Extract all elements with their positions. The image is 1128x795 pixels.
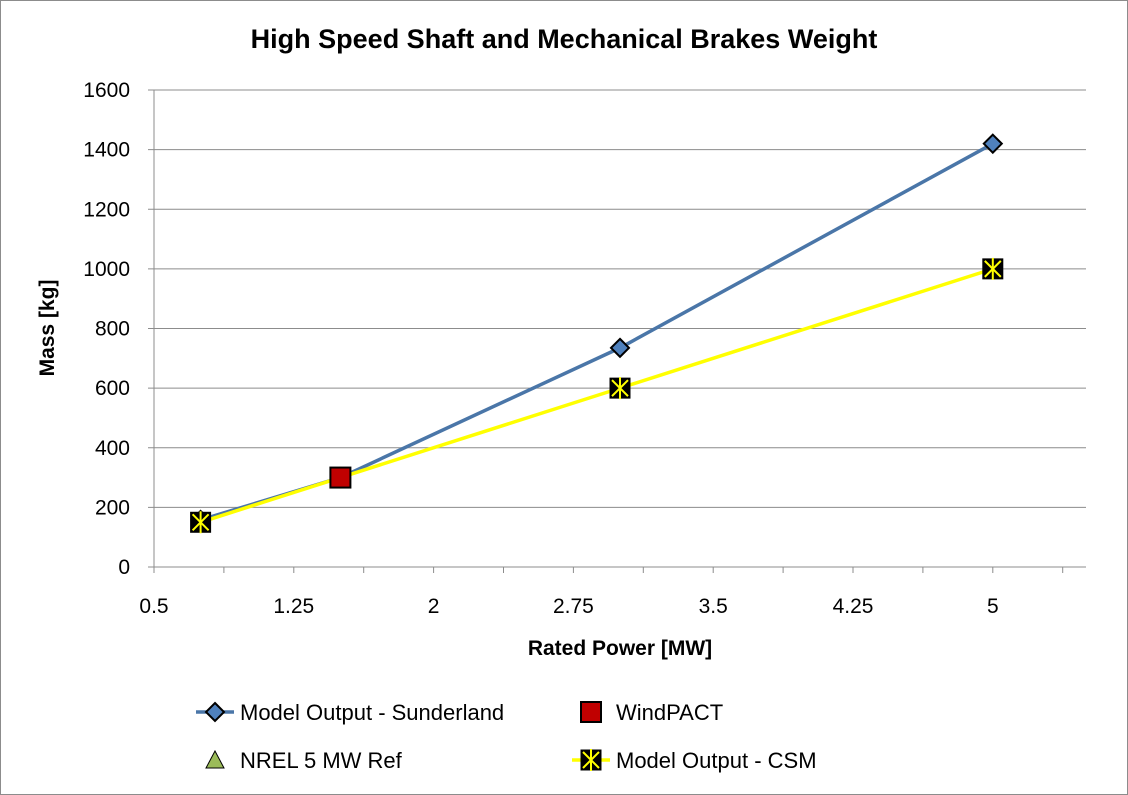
data-point [609,377,631,400]
legend-label: Model Output - Sunderland [240,700,504,725]
y-tick-label: 600 [95,377,130,400]
legend-item: Model Output - CSM [572,748,817,773]
legend-marker [205,749,225,769]
data-point [982,133,1004,155]
legend: Model Output - Sunderland WindPACT NREL 5 … [196,700,817,773]
x-tick-label: 2 [428,595,440,618]
y-tick-label: 200 [95,496,130,519]
legend-item: WindPACT [580,700,723,725]
data-point [190,511,212,534]
x-tick-label: 2.75 [553,595,594,618]
gridlines [154,89,1086,508]
plot-series [190,133,1004,534]
y-tick-label: 1200 [83,198,130,221]
y-tick-labels: 0 200 400 600 800 1000 1200 1400 1600 [83,79,130,579]
legend-item: NREL 5 MW Ref [205,748,403,773]
y-tick-label: 400 [95,437,130,460]
data-point [329,466,352,489]
legend-item: Model Output - Sunderland [196,700,504,725]
legend-marker [580,749,602,771]
series-line [200,267,994,524]
series-line [200,142,994,522]
x-tick-label: 1.25 [273,595,314,618]
y-tick-label: 1000 [83,258,130,281]
y-tick-label: 1600 [83,79,130,102]
x-tick-label: 3.5 [699,595,728,618]
y-axis-label: Mass [kg] [36,280,59,377]
data-point [982,257,1004,280]
x-tick-label: 5 [987,595,999,618]
axes [148,89,1086,573]
x-tick-labels: 0.5 1.25 2 2.75 3.5 4.25 5 [139,595,998,618]
y-tick-label: 800 [95,318,130,341]
chart-title: High Speed Shaft and Mechanical Brakes W… [251,24,878,54]
x-tick-label: 0.5 [139,595,168,618]
legend-label: NREL 5 MW Ref [240,748,403,773]
x-axis-label: Rated Power [MW] [528,637,712,660]
x-tick-label: 4.25 [833,595,874,618]
legend-label: WindPACT [616,700,723,725]
legend-marker [580,701,602,723]
y-tick-label: 0 [118,556,130,579]
legend-marker [204,701,226,723]
legend-label: Model Output - CSM [616,748,817,773]
data-point [609,337,631,359]
y-tick-label: 1400 [83,139,130,162]
